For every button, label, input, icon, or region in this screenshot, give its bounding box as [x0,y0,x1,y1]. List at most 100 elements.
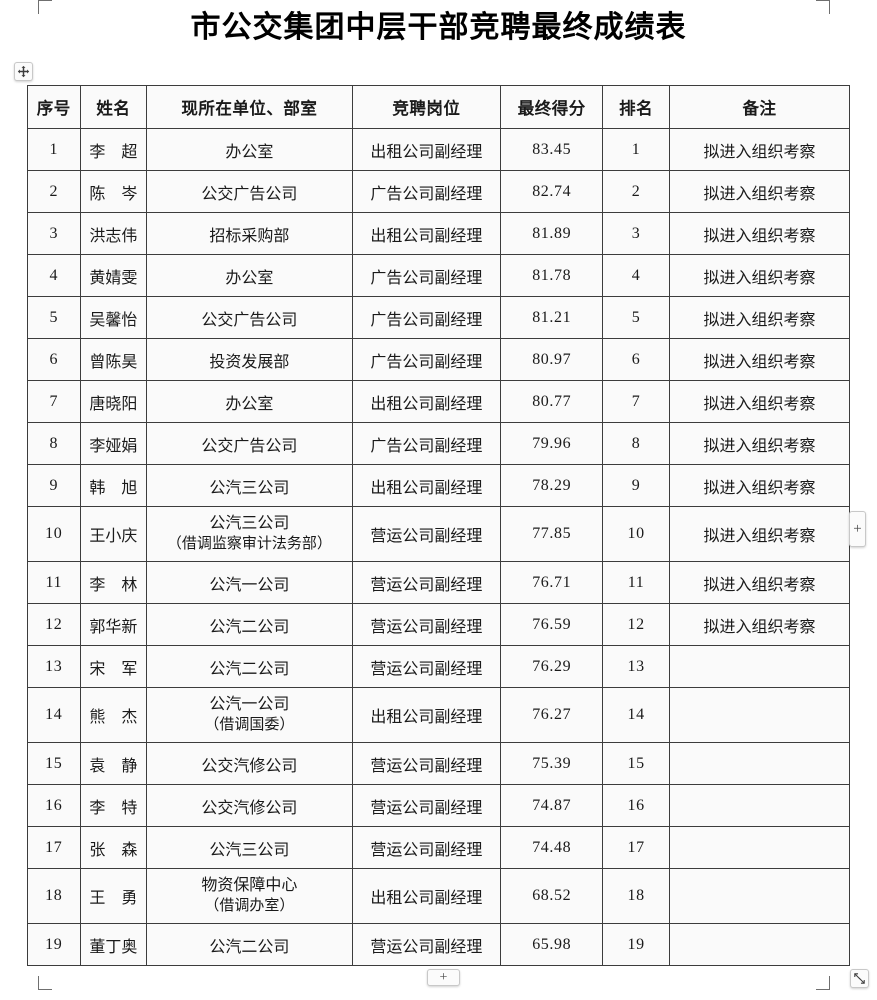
page-title: 市公交集团中层干部竞聘最终成绩表 [190,11,687,44]
cell-score: 76.59 [500,603,604,646]
department-sub: （借调国委） [204,716,295,733]
name-text: 李超 [89,143,138,161]
name-text: 宋军 [89,660,138,678]
cell-name: 洪志伟 [79,212,148,255]
table-row: 6 曾陈昊 投资发展部 广告公司副经理 80.97 6 拟进入组织考察 [27,338,851,381]
cell-note [668,923,851,966]
cell-note: 拟进入组织考察 [668,506,851,562]
table-row: 3 洪志伟 招标采购部 出租公司副经理 81.89 3 拟进入组织考察 [27,212,851,255]
cell-rank: 13 [602,645,670,688]
add-row-handle[interactable]: + [427,969,460,986]
cell-department: 招标采购部 [146,212,353,255]
cell-index: 14 [27,687,81,743]
cell-index: 1 [27,128,81,171]
cell-rank: 18 [602,868,670,924]
name-text: 李林 [89,576,138,594]
cell-position: 营运公司副经理 [351,826,502,869]
table-resize-handle[interactable] [850,969,869,988]
table-row: 15 袁静 公交汽修公司 营运公司副经理 75.39 15 [27,742,851,785]
name-text: 陈岑 [89,185,138,203]
table-row: 17 张森 公汽三公司 营运公司副经理 74.48 17 [27,826,851,869]
resize-diagonal-icon [853,972,866,985]
cell-position: 营运公司副经理 [351,742,502,785]
cell-position: 出租公司副经理 [351,868,502,924]
cell-department: 公汽二公司 [146,603,353,646]
cell-rank: 1 [602,128,670,171]
cell-rank: 9 [602,464,670,507]
cell-rank: 2 [602,170,670,213]
cell-department: 公汽三公司 [146,464,353,507]
cell-note [668,868,851,924]
cell-name: 袁静 [79,742,148,785]
cell-name: 王小庆 [79,506,148,562]
cell-index: 19 [27,923,81,966]
cell-index: 13 [27,645,81,688]
cell-position: 广告公司副经理 [351,422,502,465]
cell-rank: 15 [602,742,670,785]
cell-rank: 10 [602,506,670,562]
cell-index: 12 [27,603,81,646]
cell-note: 拟进入组织考察 [668,128,851,171]
cell-name: 郭华新 [79,603,148,646]
cell-name: 李特 [79,784,148,827]
cell-position: 广告公司副经理 [351,296,502,339]
cell-name: 黄婧雯 [79,254,148,297]
cell-index: 18 [27,868,81,924]
cell-rank: 14 [602,687,670,743]
move-cross-icon [17,65,30,78]
cell-department: 公交汽修公司 [146,742,353,785]
cell-name: 李林 [79,561,148,604]
name-text: 韩旭 [89,479,138,497]
cell-department: 办公室 [146,254,353,297]
cell-department: 公汽二公司 [146,645,353,688]
cell-position: 出租公司副经理 [351,464,502,507]
cell-index: 15 [27,742,81,785]
cell-index: 4 [27,254,81,297]
cell-note [668,687,851,743]
cell-note [668,784,851,827]
cell-note [668,826,851,869]
cell-note: 拟进入组织考察 [668,603,851,646]
table-header: 序号 姓名 现所在单位、部室 竞聘岗位 最终得分 排名 备注 [27,85,851,129]
name-text: 李特 [89,799,138,817]
cell-index: 16 [27,784,81,827]
department-main: 公汽一公司 [209,696,290,714]
cell-score: 76.71 [500,561,604,604]
cell-position: 出租公司副经理 [351,687,502,743]
cell-index: 17 [27,826,81,869]
cell-score: 79.96 [500,422,604,465]
cell-department: 公交广告公司 [146,422,353,465]
cell-score: 80.77 [500,380,604,423]
column-header-score: 最终得分 [500,85,604,129]
column-header-rank: 排名 [602,85,670,129]
column-header-index: 序号 [27,85,81,129]
cell-department: 公汽一公司 （借调国委） [146,687,353,743]
cell-rank: 5 [602,296,670,339]
cell-position: 营运公司副经理 [351,506,502,562]
cell-department: 公汽三公司 [146,826,353,869]
column-header-department: 现所在单位、部室 [146,85,353,129]
cell-score: 68.52 [500,868,604,924]
cell-name: 董丁奥 [79,923,148,966]
cell-rank: 8 [602,422,670,465]
cell-name: 熊杰 [79,687,148,743]
cell-index: 3 [27,212,81,255]
cell-name: 曾陈昊 [79,338,148,381]
cell-score: 76.29 [500,645,604,688]
cell-position: 营运公司副经理 [351,561,502,604]
cell-name: 李超 [79,128,148,171]
cell-rank: 6 [602,338,670,381]
cell-position: 营运公司副经理 [351,923,502,966]
cell-rank: 11 [602,561,670,604]
table-row: 1 李超 办公室 出租公司副经理 83.45 1 拟进入组织考察 [27,128,851,171]
cell-rank: 16 [602,784,670,827]
cell-name: 陈岑 [79,170,148,213]
cell-index: 2 [27,170,81,213]
table-row: 4 黄婧雯 办公室 广告公司副经理 81.78 4 拟进入组织考察 [27,254,851,297]
cell-rank: 3 [602,212,670,255]
add-column-handle[interactable]: + [849,511,866,547]
column-header-note: 备注 [668,85,851,129]
table-row: 5 吴馨怡 公交广告公司 广告公司副经理 81.21 5 拟进入组织考察 [27,296,851,339]
table-move-handle[interactable] [14,62,33,81]
